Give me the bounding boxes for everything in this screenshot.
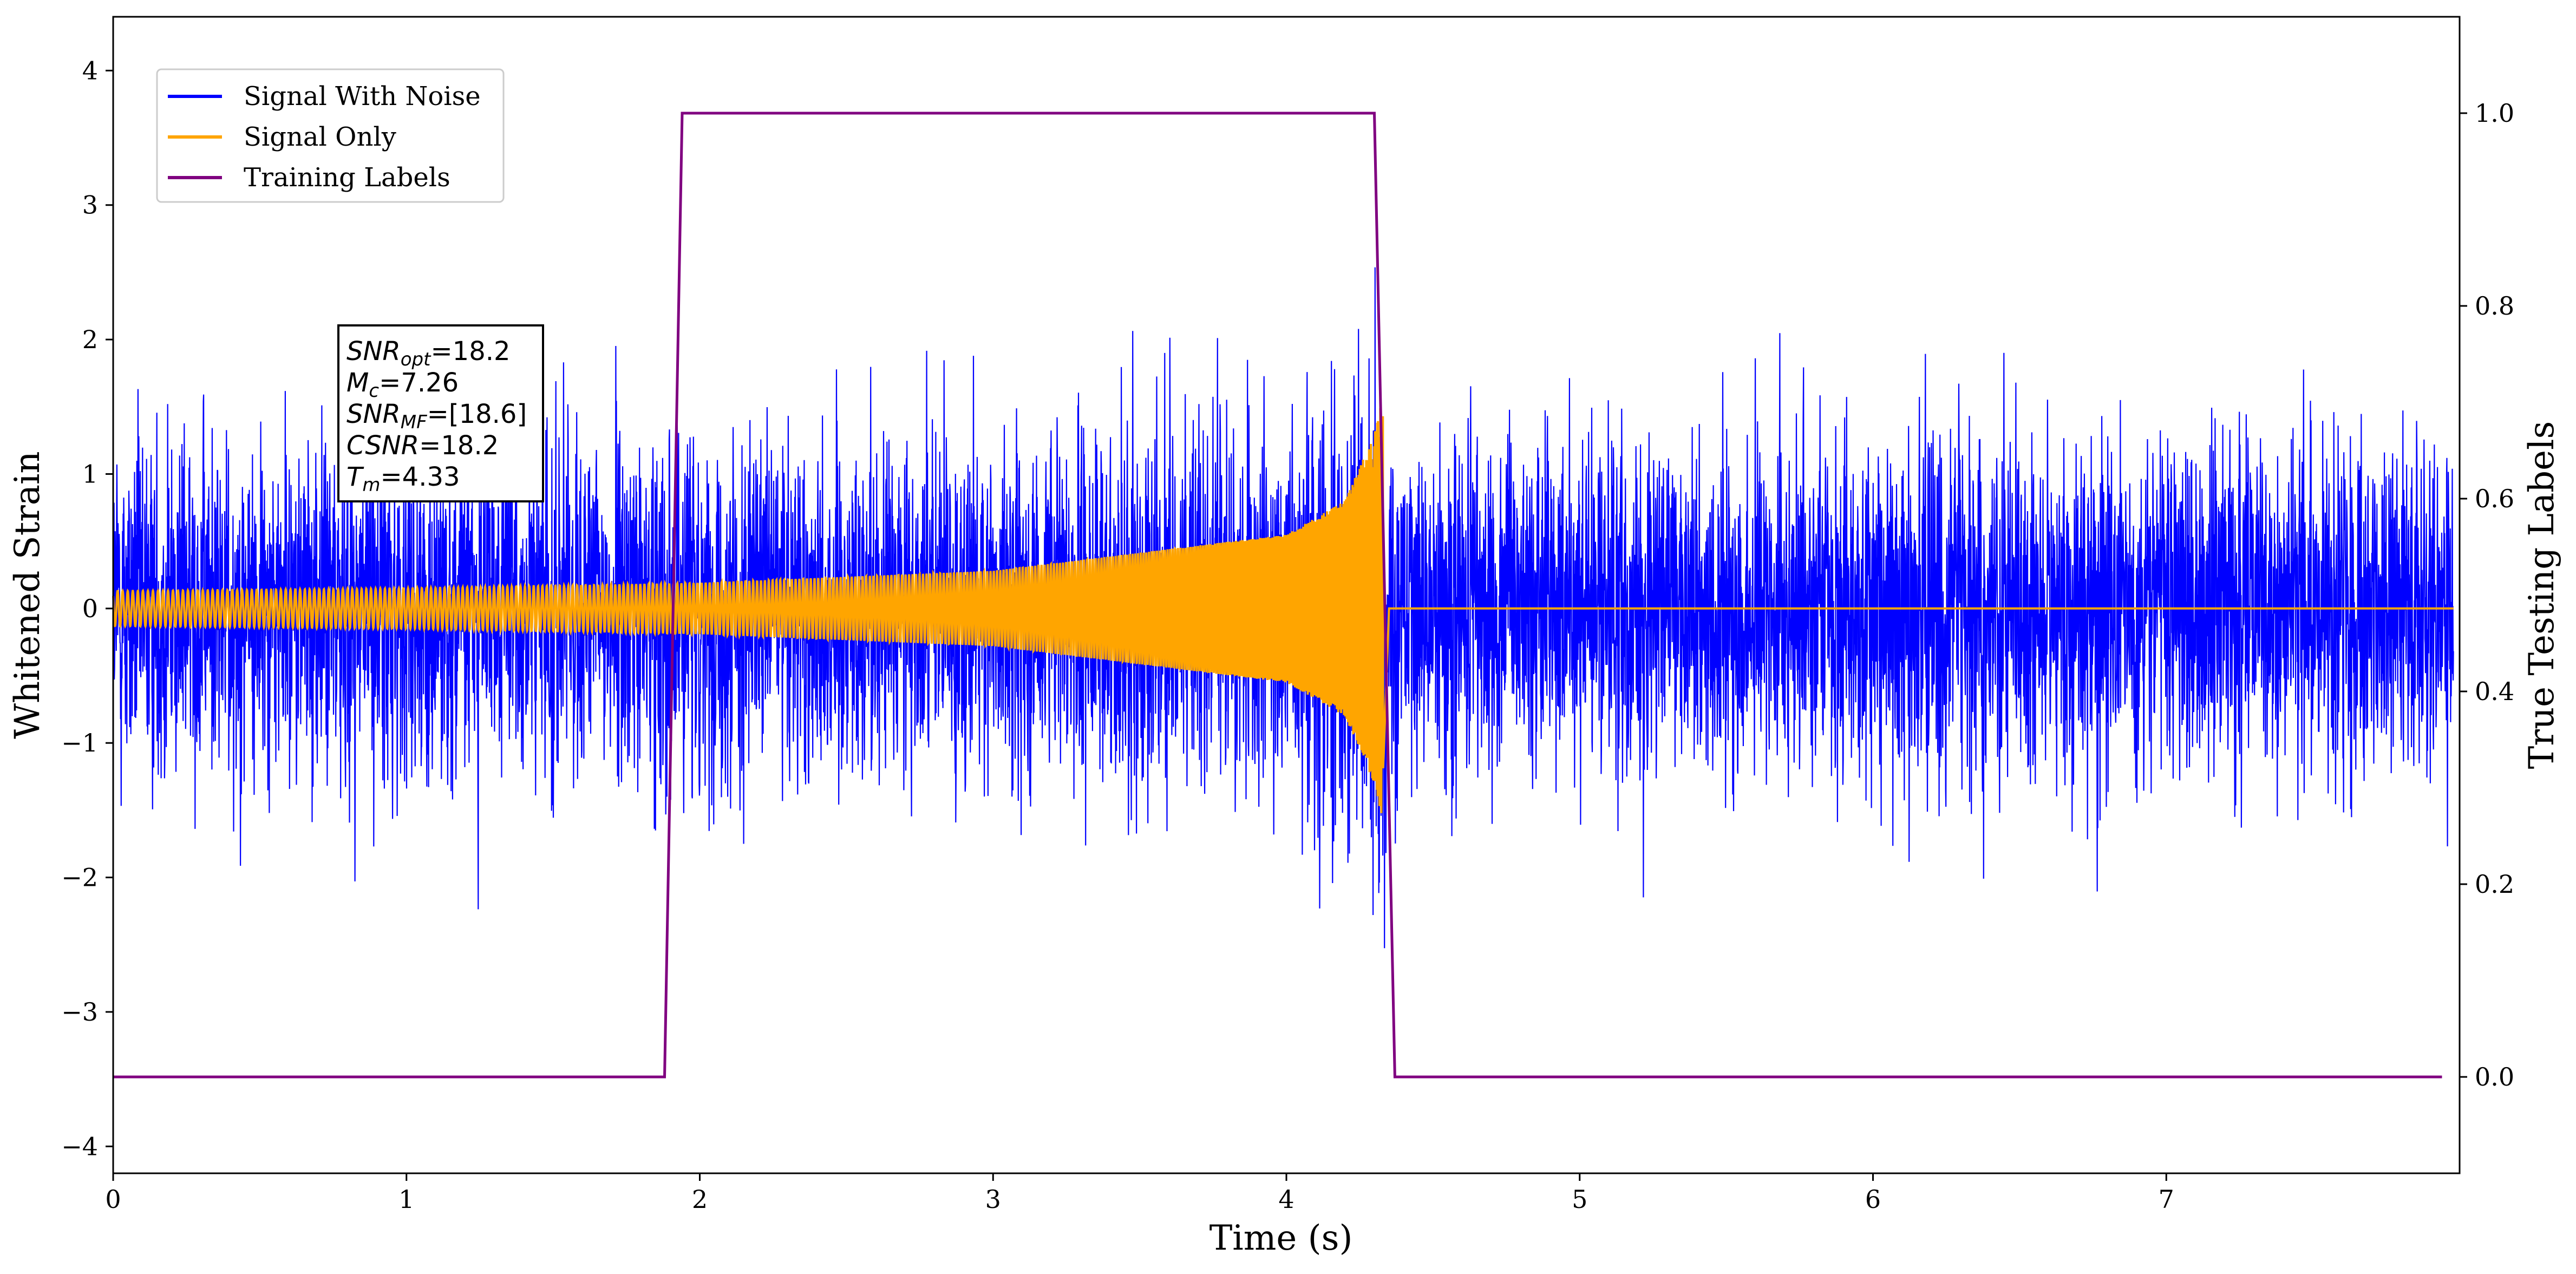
series-layer xyxy=(112,112,2454,1079)
annotation-line: SNRopt=18.2 xyxy=(346,336,511,370)
legend-label-signal-with-noise: Signal With Noise xyxy=(244,81,481,112)
series-line-signal-only xyxy=(112,405,2454,813)
x-tick-label: 3 xyxy=(985,1185,1001,1214)
legend-label-training-labels: Training Labels xyxy=(244,162,450,193)
y-tick-label: −3 xyxy=(61,997,98,1027)
y2-tick-label: 0.2 xyxy=(2475,870,2514,899)
x-tick-label: 0 xyxy=(105,1185,121,1214)
annotation-line: Tm=4.33 xyxy=(346,462,460,496)
y-tick-label: 3 xyxy=(82,191,98,220)
x-tick-label: 2 xyxy=(692,1185,708,1214)
y-tick-label: 1 xyxy=(82,459,98,488)
y2-tick-label: 0.4 xyxy=(2475,677,2514,706)
y-tick-label: −2 xyxy=(61,863,98,892)
y-tick-label: 2 xyxy=(82,325,98,354)
y-axis-ticks: −4 −3 −2 −1 0 1 2 3 4 xyxy=(61,56,113,1161)
annotation-line: SNRMF=[18.6] xyxy=(346,399,527,433)
y2-axis-ticks: 0.0 0.2 0.4 0.6 0.8 1.0 xyxy=(2460,99,2514,1092)
annotation-lines: SNRopt=18.2Mc=7.26SNRMF=[18.6]CSNR=18.2T… xyxy=(346,336,527,496)
x-tick-label: 6 xyxy=(1865,1185,1881,1214)
y-tick-label: 4 xyxy=(82,56,98,85)
annotation-line: Mc=7.26 xyxy=(346,368,459,402)
annotation-box: SNRopt=18.2Mc=7.26SNRMF=[18.6]CSNR=18.2T… xyxy=(337,324,544,502)
y-tick-label: −4 xyxy=(61,1132,98,1161)
legend: Signal With Noise Signal Only Training L… xyxy=(156,68,505,203)
y2-tick-label: 0.8 xyxy=(2475,291,2514,321)
annotation-frame xyxy=(337,324,544,502)
y2-axis-label: True Testing Labels xyxy=(2522,421,2562,769)
y2-tick-label: 1.0 xyxy=(2475,99,2514,128)
y2-tick-label: 0.6 xyxy=(2475,484,2514,513)
y2-tick-label: 0.0 xyxy=(2475,1062,2514,1092)
y-tick-label: −1 xyxy=(61,728,98,757)
x-axis-label: Time (s) xyxy=(1209,1218,1353,1258)
x-tick-label: 7 xyxy=(2159,1185,2174,1214)
x-tick-label: 4 xyxy=(1278,1185,1294,1214)
x-tick-label: 1 xyxy=(398,1185,414,1214)
series-line-training-labels xyxy=(113,112,2442,1079)
x-tick-label: 5 xyxy=(1572,1185,1587,1214)
legend-box xyxy=(156,68,505,203)
legend-label-signal-only: Signal Only xyxy=(244,122,396,152)
y-tick-label: 0 xyxy=(82,594,98,623)
y-axis-label: Whitened Strain xyxy=(8,451,48,739)
x-axis-ticks: 0 1 2 3 4 5 6 7 xyxy=(105,1173,2174,1214)
annotation-line: CSNR=18.2 xyxy=(346,430,499,461)
